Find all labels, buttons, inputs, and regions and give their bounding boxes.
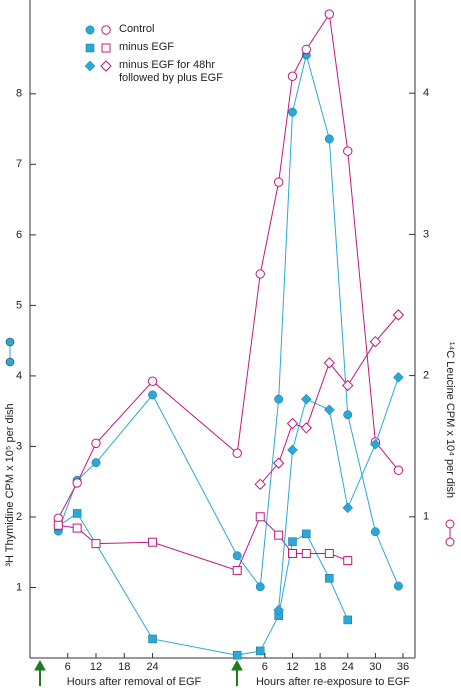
thymidine-point bbox=[255, 582, 265, 592]
leucine-point bbox=[324, 549, 334, 559]
legend-marker bbox=[101, 25, 111, 35]
leucine-point bbox=[273, 177, 284, 187]
leucine-point bbox=[147, 376, 158, 386]
x-axis-label: Hours after re-exposure to EGF bbox=[256, 676, 410, 688]
leucine-point bbox=[72, 523, 82, 533]
leucine-point bbox=[91, 539, 101, 549]
legend-label: minus EGF bbox=[119, 41, 175, 53]
x-tick-label: 24 bbox=[146, 661, 158, 673]
thymidine-point bbox=[148, 390, 158, 400]
leucine-point bbox=[91, 438, 101, 449]
y-axis-key bbox=[5, 337, 15, 367]
x-tick-label: 18 bbox=[314, 661, 326, 673]
y2-tick-label: 1 bbox=[423, 511, 429, 523]
leucine-line bbox=[58, 515, 348, 572]
y2-tick-label: 3 bbox=[423, 228, 429, 240]
legend-marker bbox=[101, 43, 111, 53]
leucine-line bbox=[259, 314, 399, 485]
leucine-point bbox=[301, 44, 312, 55]
thymidine-point bbox=[288, 107, 297, 117]
y-axis-label: ³H Thymidine CPM x 10⁵ per dish bbox=[4, 403, 16, 566]
thymidine-point bbox=[370, 438, 381, 450]
x-tick-label: 18 bbox=[118, 661, 130, 673]
y2-axis-key bbox=[445, 519, 455, 547]
start-arrow bbox=[34, 659, 243, 686]
x-tick-label: 36 bbox=[397, 661, 409, 673]
y-tick-label: 1 bbox=[16, 581, 22, 593]
thymidine-line bbox=[278, 377, 399, 611]
leucine-point bbox=[324, 9, 335, 19]
x-tick-label: 6 bbox=[262, 661, 268, 673]
thymidine-point bbox=[343, 410, 353, 420]
leucine-point bbox=[53, 520, 63, 530]
leucine-point bbox=[393, 465, 404, 475]
leucine-point bbox=[287, 71, 298, 81]
y-tick-label: 2 bbox=[16, 511, 22, 523]
thymidine-point bbox=[323, 404, 335, 416]
thymidine-point bbox=[91, 458, 101, 468]
leucine-point bbox=[232, 448, 242, 458]
thymidine-point bbox=[300, 393, 312, 405]
thymidine-point bbox=[273, 604, 285, 616]
leucine-point bbox=[342, 379, 354, 392]
thymidine-point bbox=[288, 537, 297, 546]
leucine-point bbox=[254, 478, 266, 491]
thymidine-point bbox=[255, 646, 265, 656]
thymidine-point bbox=[274, 394, 284, 404]
thymidine-point bbox=[393, 581, 403, 591]
y-tick-label: 5 bbox=[16, 299, 22, 311]
leucine-point bbox=[255, 269, 265, 279]
legend-marker bbox=[85, 43, 95, 53]
x-tick-label: 30 bbox=[369, 661, 381, 673]
thymidine-point bbox=[72, 509, 82, 518]
y-tick-label: 3 bbox=[16, 440, 22, 452]
y2-tick-label: 4 bbox=[423, 87, 429, 99]
legend-label: Control bbox=[119, 23, 155, 35]
y2-axis-label: ¹⁴C Leucine CPM x 10⁴ per dish bbox=[444, 342, 456, 498]
leucine-point bbox=[148, 537, 158, 547]
leucine-point bbox=[323, 357, 336, 369]
thymidine-point bbox=[287, 444, 298, 456]
legend-marker bbox=[85, 25, 95, 35]
leucine-point bbox=[343, 556, 353, 566]
y-tick-label: 7 bbox=[16, 158, 22, 170]
leucine-point bbox=[286, 417, 299, 430]
y-tick-label: 6 bbox=[16, 229, 22, 241]
leucine-point bbox=[301, 549, 311, 559]
leucine-point bbox=[369, 336, 382, 348]
leucine-point bbox=[392, 309, 405, 321]
y-tick-label: 4 bbox=[16, 370, 22, 382]
leucine-line bbox=[57, 12, 399, 519]
thymidine-point bbox=[324, 134, 334, 144]
leucine-point bbox=[272, 457, 285, 469]
y-tick-label: 8 bbox=[16, 88, 22, 100]
leucine-point bbox=[255, 512, 265, 522]
thymidine-point bbox=[232, 551, 242, 561]
x-tick-label: 12 bbox=[286, 661, 298, 673]
thymidine-point bbox=[370, 527, 380, 537]
x-tick-label: 24 bbox=[342, 661, 354, 673]
thymidine-point bbox=[342, 502, 354, 514]
y2-tick-label: 2 bbox=[423, 370, 429, 382]
thymidine-point bbox=[343, 615, 353, 625]
x-axis-label: Hours after removal of EGF bbox=[67, 676, 202, 688]
x-tick-label: 6 bbox=[65, 661, 71, 673]
leucine-point bbox=[343, 146, 353, 156]
leucine-point bbox=[274, 530, 284, 540]
thymidine-point bbox=[302, 529, 311, 539]
thymidine-point bbox=[148, 634, 157, 644]
thymidine-point bbox=[393, 371, 404, 383]
legend-label: minus EGF for 48hr followed by plus EGF bbox=[119, 59, 223, 84]
leucine-point bbox=[232, 565, 242, 575]
thymidine-point bbox=[232, 650, 242, 660]
thymidine-point bbox=[325, 574, 334, 583]
leucine-point bbox=[300, 422, 313, 434]
legend-marker bbox=[84, 60, 96, 72]
legend-marker bbox=[100, 60, 112, 72]
x-tick-label: 12 bbox=[90, 661, 102, 673]
leucine-point bbox=[287, 549, 297, 559]
leucine-point bbox=[72, 478, 82, 488]
